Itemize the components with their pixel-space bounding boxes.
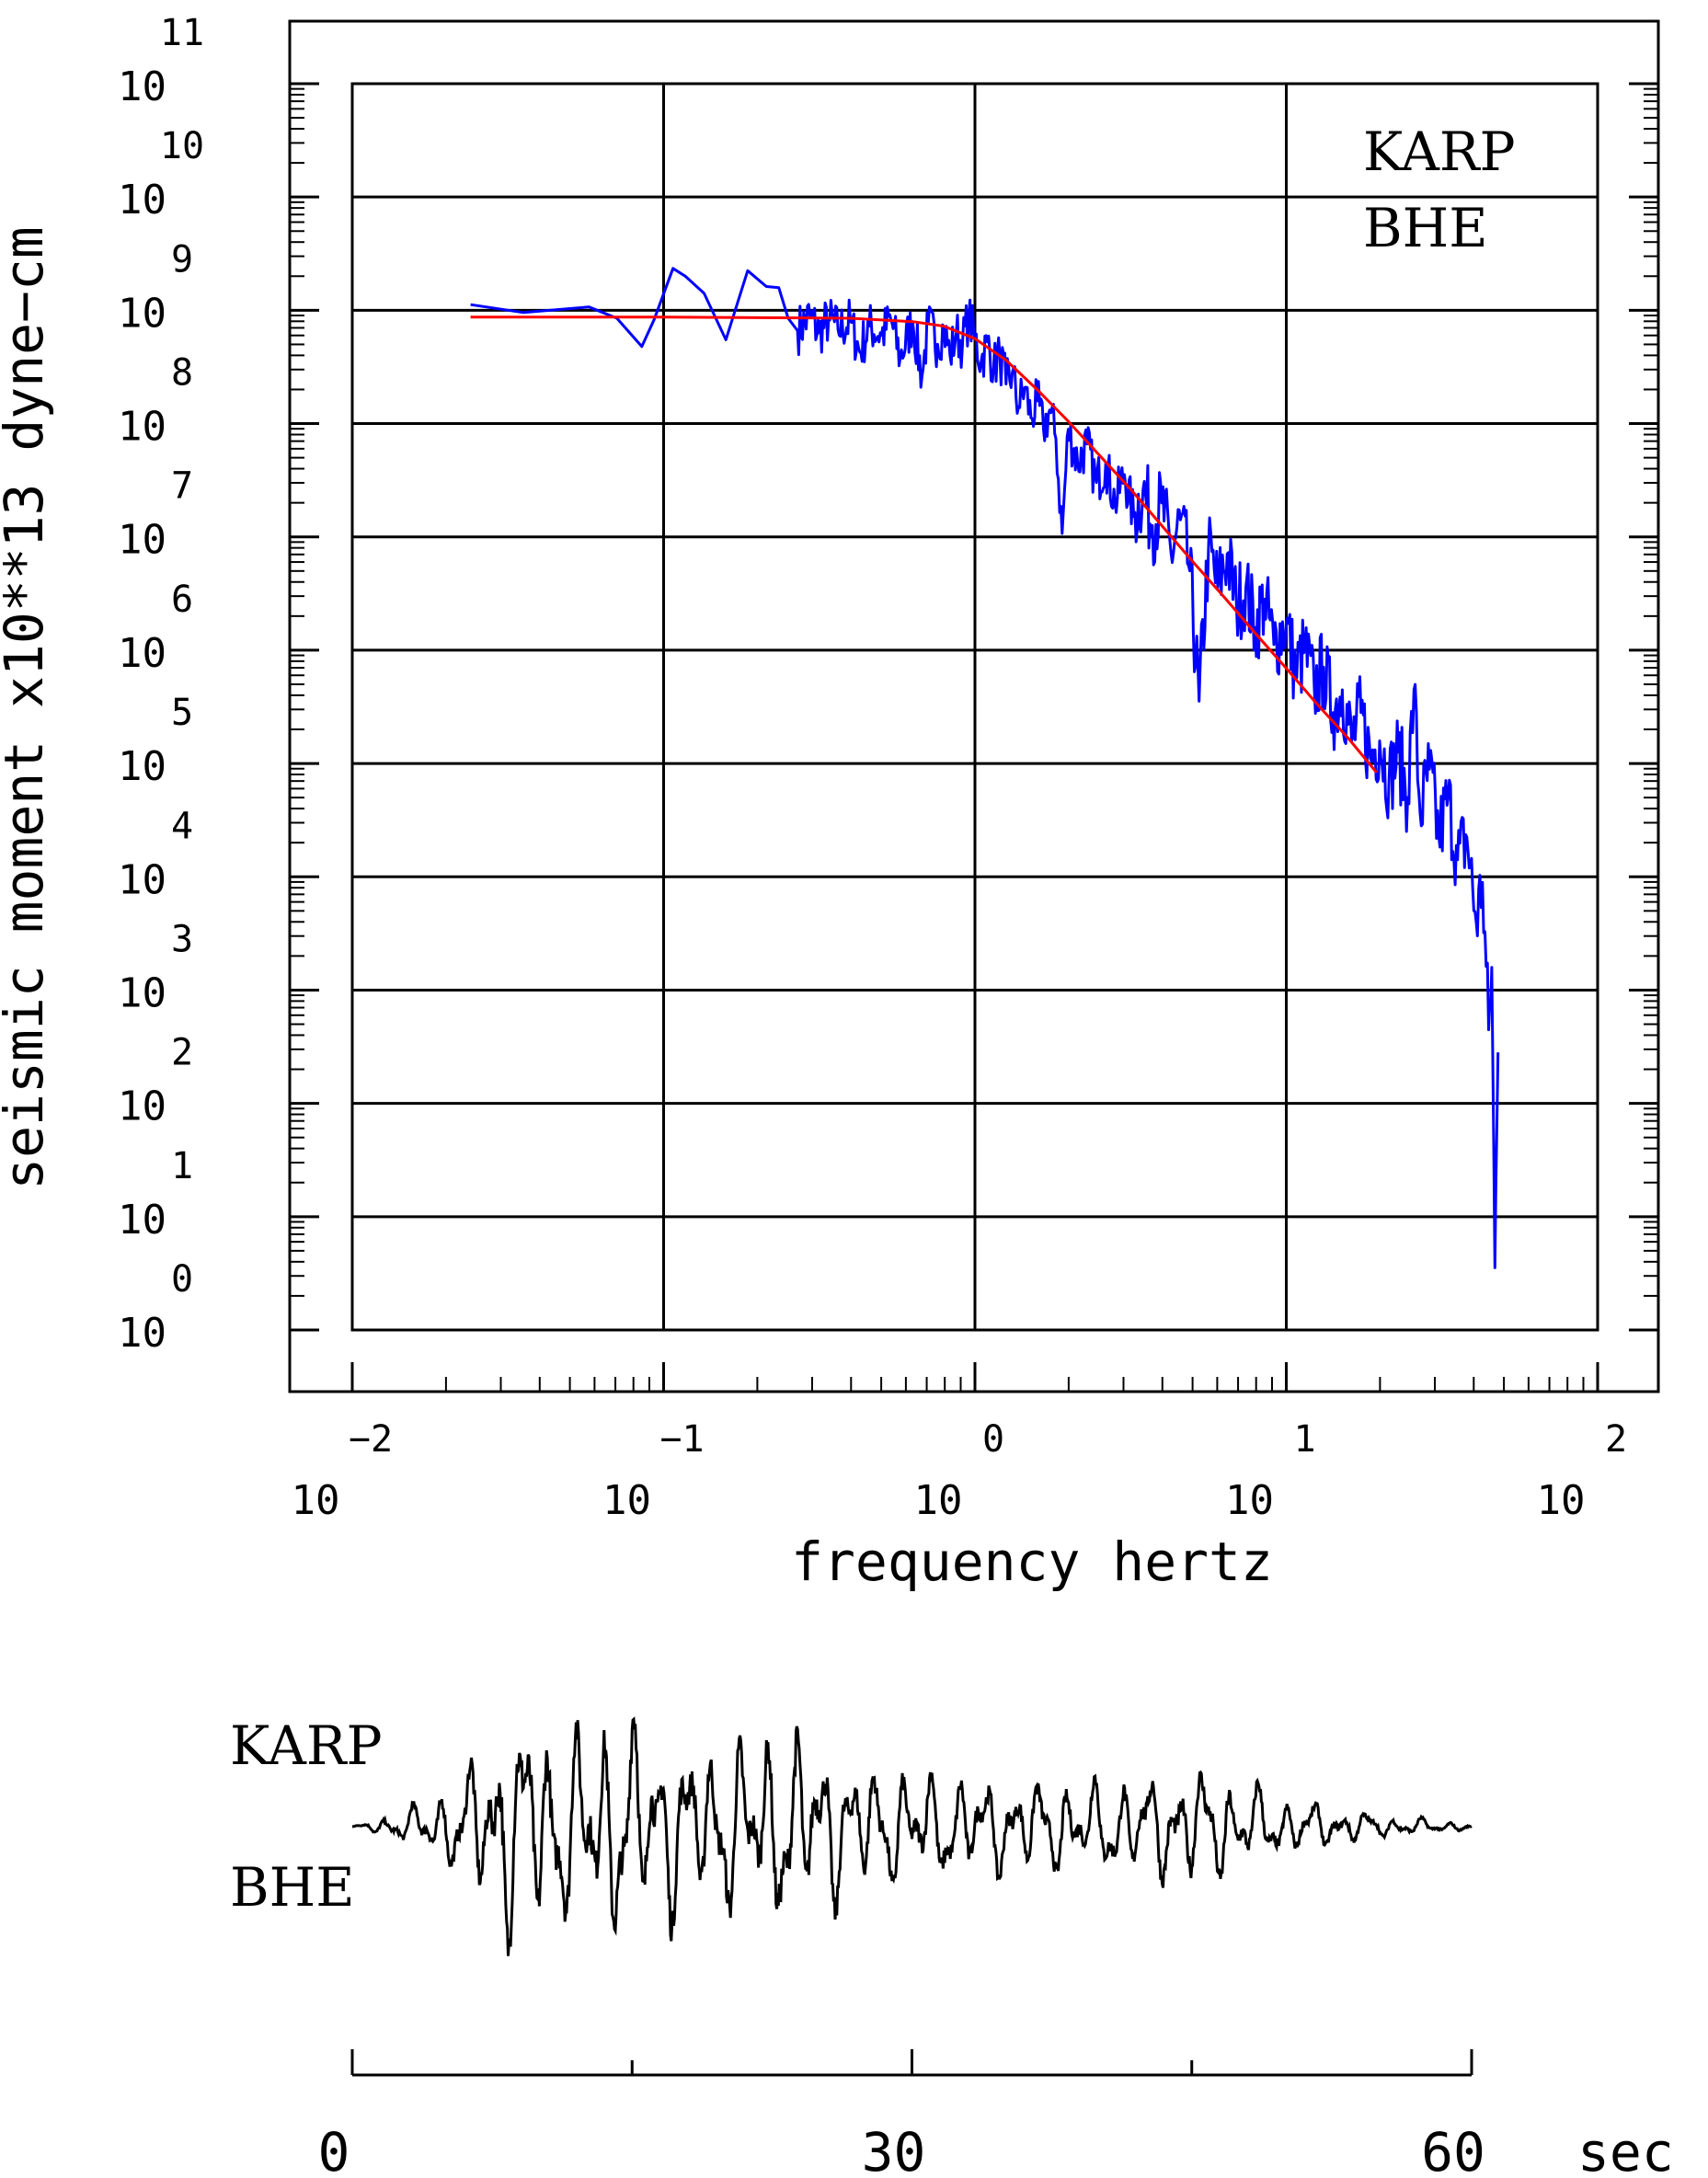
x-axis-title: frequency hertz [791, 1530, 1273, 1593]
y-tick-base: 10 [118, 1083, 166, 1130]
y-tick-base: 10 [118, 1197, 166, 1244]
y-tick-exponent: 11 [160, 12, 204, 54]
y-tick-base: 10 [118, 290, 166, 337]
waveform-station-label: KARP [230, 1714, 383, 1777]
x-tick-base: 10 [602, 1477, 651, 1524]
y-tick-base: 10 [118, 177, 166, 224]
y-tick-exponent: 6 [171, 579, 193, 621]
waveform-chart: KARP BHE 0 30 60 sec [230, 1714, 1674, 2178]
y-tick-exponent: 5 [171, 692, 193, 734]
y-tick-base: 10 [118, 969, 166, 1016]
x-tick-base: 10 [1537, 1477, 1586, 1524]
x-tick-base: 10 [292, 1477, 340, 1524]
time-axis [350, 2049, 1473, 2077]
time-tick-label: 30 [862, 2121, 926, 2178]
spectrum-series-line [470, 267, 1500, 1269]
station-annotation: KARP [1363, 120, 1516, 183]
time-tick-labels: 0 30 60 [318, 2121, 1485, 2178]
grid [352, 84, 1598, 1330]
y-tick-base: 10 [118, 404, 166, 451]
y-tick-exponent: 4 [171, 805, 193, 847]
component-annotation: BHE [1363, 197, 1488, 259]
y-tick-exponent: 10 [160, 125, 204, 167]
y-tick-base: 10 [118, 1310, 166, 1357]
y-tick-base: 10 [118, 743, 166, 790]
x-tick-base: 10 [914, 1477, 963, 1524]
data-series [470, 267, 1500, 1269]
waveform-trace [351, 1716, 1473, 1956]
y-axis-title: seismic moment x10**13 dyne−cm [0, 226, 55, 1190]
x-tick-exponent: −2 [349, 1418, 393, 1461]
y-tick-exponent: 3 [171, 918, 193, 960]
time-tick-label: 0 [318, 2121, 350, 2178]
y-tick-exponent: 7 [171, 465, 193, 508]
x-tick-exponent: 1 [1293, 1418, 1315, 1461]
x-tick-base: 10 [1225, 1477, 1274, 1524]
waveform-component-label: BHE [230, 1856, 355, 1919]
x-tick-exponent: 2 [1605, 1418, 1627, 1461]
y-tick-exponent: 9 [171, 238, 193, 281]
y-tick-base: 10 [118, 517, 166, 564]
x-tick-exponent: 0 [982, 1418, 1004, 1461]
y-tick-exponent: 8 [171, 352, 193, 395]
y-tick-exponent: 2 [171, 1032, 193, 1074]
x-tick-exponent: −1 [659, 1418, 704, 1461]
time-tick-label: 60 [1421, 2121, 1485, 2178]
model-fit-line [470, 315, 1378, 774]
axis-ticks [290, 82, 1658, 1392]
y-tick-base: 10 [118, 63, 166, 110]
y-tick-base: 10 [118, 630, 166, 677]
y-tick-exponent: 1 [171, 1145, 193, 1187]
time-unit-label: sec [1577, 2121, 1674, 2178]
y-tick-exponent: 0 [171, 1258, 193, 1301]
y-tick-base: 10 [118, 856, 166, 903]
